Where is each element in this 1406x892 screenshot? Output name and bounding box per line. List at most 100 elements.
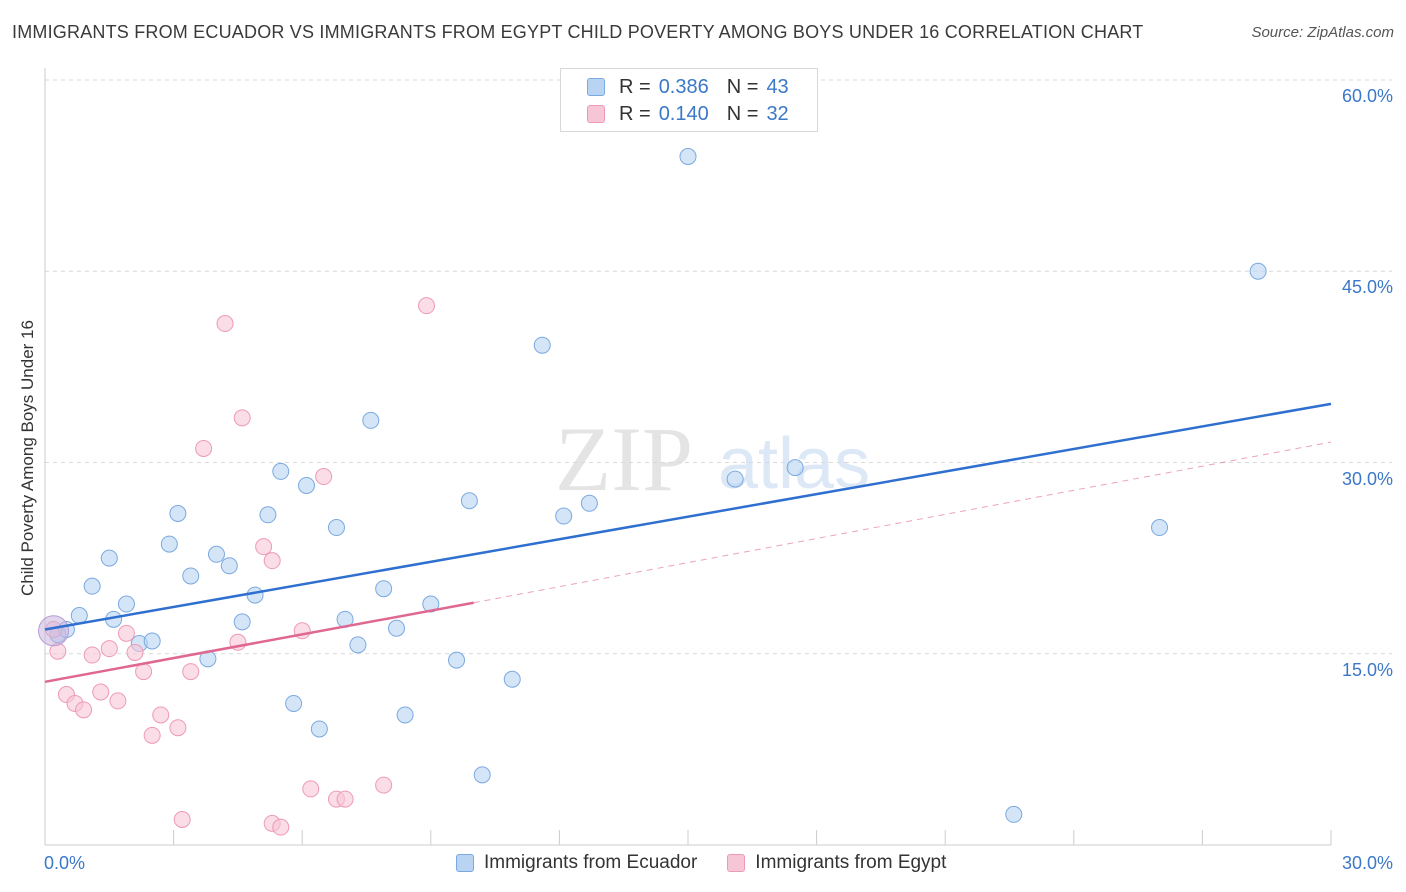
chart-title: IMMIGRANTS FROM ECUADOR VS IMMIGRANTS FR… xyxy=(12,22,1144,42)
data-point-egypt xyxy=(375,776,393,794)
data-point-egypt xyxy=(173,811,191,828)
source-label: Source: ZipAtlas.com xyxy=(1251,24,1394,41)
data-point-ecuador xyxy=(726,470,744,488)
data-point-ecuador xyxy=(70,607,88,624)
data-point-egypt xyxy=(195,439,213,457)
y-tick-label: 60.0% xyxy=(1341,86,1393,106)
legend-swatch-egypt xyxy=(587,105,605,123)
legend-row-egypt: R = 0.140 N = 32 xyxy=(587,103,789,125)
data-point-ecuador xyxy=(220,557,238,575)
data-point-ecuador xyxy=(533,336,551,354)
x-tick-label-min: 0.0% xyxy=(44,853,86,873)
legend-swatch-ecuador xyxy=(587,78,605,96)
data-point-ecuador xyxy=(182,567,200,585)
data-point-ecuador xyxy=(160,535,178,553)
data-point-ecuador xyxy=(1005,805,1023,823)
data-point-egypt xyxy=(272,818,290,836)
data-point-egypt xyxy=(255,538,273,556)
data-point-ecuador xyxy=(246,586,264,604)
data-point-ecuador xyxy=(83,577,101,595)
data-point-egypt xyxy=(233,409,251,427)
series-legend: Immigrants from Ecuador Immigrants from … xyxy=(456,852,976,874)
legend-n-label: N = xyxy=(726,75,759,98)
series-swatch-egypt xyxy=(727,854,746,872)
data-point-ecuador xyxy=(388,619,406,637)
legend-row-ecuador: R = 0.386 N = 43 xyxy=(587,76,789,98)
watermark-zip: ZIP xyxy=(555,408,693,510)
legend-n-label: N = xyxy=(726,102,759,125)
data-point-ecuador xyxy=(117,595,135,613)
data-point-ecuador xyxy=(555,507,573,525)
data-point-ecuador xyxy=(233,613,251,631)
data-point-egypt xyxy=(315,468,333,486)
correlation-legend: R = 0.386 N = 43 R = 0.140 N = 32 xyxy=(560,68,818,132)
data-point-egypt xyxy=(75,701,93,719)
data-point-ecuador xyxy=(207,545,225,563)
legend-r-label: R = xyxy=(619,75,651,98)
data-point-egypt xyxy=(92,683,110,701)
series-legend-ecuador: Immigrants from Ecuador xyxy=(456,852,697,874)
data-point-egypt xyxy=(216,315,234,333)
x-tick-label-max: 30.0% xyxy=(1341,853,1393,873)
legend-r-label: R = xyxy=(619,102,651,125)
data-point-ecuador xyxy=(473,766,491,784)
data-point-ecuador xyxy=(1151,519,1169,537)
data-point-egypt xyxy=(126,643,144,661)
data-point-ecuador xyxy=(679,148,697,165)
y-axis-title: Child Poverty Among Boys Under 16 xyxy=(18,320,37,596)
data-point-ecuador xyxy=(285,694,303,712)
data-point-ecuador xyxy=(100,549,118,567)
data-point-egypt xyxy=(100,640,118,658)
data-point-ecuador xyxy=(503,670,521,688)
series-legend-label-egypt: Immigrants from Egypt xyxy=(755,852,947,873)
data-point-egypt xyxy=(169,719,187,737)
data-point-ecuador xyxy=(310,720,328,738)
data-point-ecuador xyxy=(362,411,380,429)
data-point-egypt xyxy=(83,646,101,664)
data-points xyxy=(38,148,1267,836)
data-point-egypt xyxy=(263,552,281,570)
data-point-egypt xyxy=(117,624,135,642)
data-point-ecuador xyxy=(786,459,804,477)
trend-line-ecuador xyxy=(44,402,1332,631)
axes xyxy=(44,68,1332,846)
data-point-ecuador xyxy=(580,494,598,512)
data-point-ecuador xyxy=(460,492,478,510)
series-legend-label-ecuador: Immigrants from Ecuador xyxy=(484,852,698,873)
data-point-ecuador xyxy=(422,595,440,613)
data-point-ecuador xyxy=(1249,262,1267,280)
data-point-ecuador xyxy=(272,462,290,480)
data-point-ecuador xyxy=(349,636,367,654)
trend-line-extension-egypt xyxy=(473,441,1332,604)
data-point-egypt xyxy=(143,726,161,744)
data-point-ecuador xyxy=(375,580,393,598)
data-point-ecuador xyxy=(259,506,277,524)
series-swatch-ecuador xyxy=(456,854,474,872)
series-legend-egypt: Immigrants from Egypt xyxy=(727,852,946,874)
data-point-ecuador xyxy=(327,519,345,537)
data-point-egypt xyxy=(336,790,354,808)
data-point-cluster xyxy=(38,615,70,647)
data-point-egypt xyxy=(418,297,436,315)
legend-n-value-ecuador: 43 xyxy=(766,75,789,98)
y-tick-label: 45.0% xyxy=(1341,277,1393,298)
data-point-ecuador xyxy=(396,706,414,724)
data-point-egypt xyxy=(302,780,320,798)
watermark: ZIP atlas xyxy=(555,408,870,510)
data-point-ecuador xyxy=(169,505,187,522)
data-point-egypt xyxy=(182,663,200,681)
trend-line-egypt xyxy=(44,601,474,684)
gridlines xyxy=(45,79,1392,655)
legend-n-value-egypt: 32 xyxy=(766,102,789,125)
data-point-egypt xyxy=(152,706,170,724)
y-tick-label: 15.0% xyxy=(1341,659,1393,680)
y-tick-label: 30.0% xyxy=(1341,468,1393,489)
data-point-ecuador xyxy=(143,632,161,650)
data-point-ecuador xyxy=(448,651,466,669)
data-point-ecuador xyxy=(297,476,315,494)
legend-r-value-egypt: 0.140 xyxy=(658,102,709,125)
trend-lines xyxy=(44,402,1332,684)
data-point-egypt xyxy=(135,663,153,681)
legend-r-value-ecuador: 0.386 xyxy=(658,75,709,98)
